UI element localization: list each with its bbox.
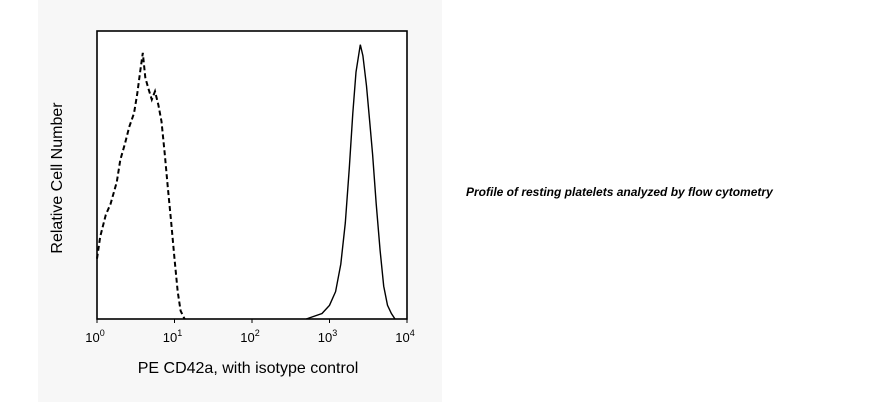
x-tick-label: 103 bbox=[318, 328, 337, 345]
x-tick-label: 104 bbox=[395, 328, 414, 345]
x-tick-base: 10 bbox=[318, 330, 332, 345]
x-tick-label: 100 bbox=[85, 328, 104, 345]
x-tick-exponent: 2 bbox=[255, 328, 260, 338]
x-tick-exponent: 0 bbox=[100, 328, 105, 338]
y-axis-title: Relative Cell Number bbox=[49, 102, 66, 254]
chart-panel: 100 101 102 103 104 PE CD42a, with isotype c… bbox=[38, 0, 442, 402]
series-layer bbox=[96, 44, 396, 320]
pe-cd42a-series-line bbox=[305, 44, 396, 320]
x-tick-base: 10 bbox=[85, 330, 99, 345]
x-tick-exponent: 4 bbox=[410, 328, 415, 338]
x-tick-label: 102 bbox=[240, 328, 259, 345]
x-tick-base: 10 bbox=[240, 330, 254, 345]
x-tick-label: 101 bbox=[163, 328, 182, 345]
x-axis-title: PE CD42a, with isotype control bbox=[138, 360, 359, 377]
x-tick-exponent: 3 bbox=[332, 328, 337, 338]
plot-frame bbox=[96, 30, 408, 320]
histogram-chart: 100 101 102 103 104 PE CD42a, with isotype c… bbox=[49, 30, 415, 377]
x-tick-base: 10 bbox=[395, 330, 409, 345]
x-tick-exponent: 1 bbox=[177, 328, 182, 338]
x-tick-base: 10 bbox=[163, 330, 177, 345]
x-tick-labels: 100 101 102 103 104 bbox=[85, 319, 415, 345]
chart-caption: Profile of resting platelets analyzed by… bbox=[466, 185, 773, 199]
isotype-control-series-line bbox=[96, 52, 186, 320]
